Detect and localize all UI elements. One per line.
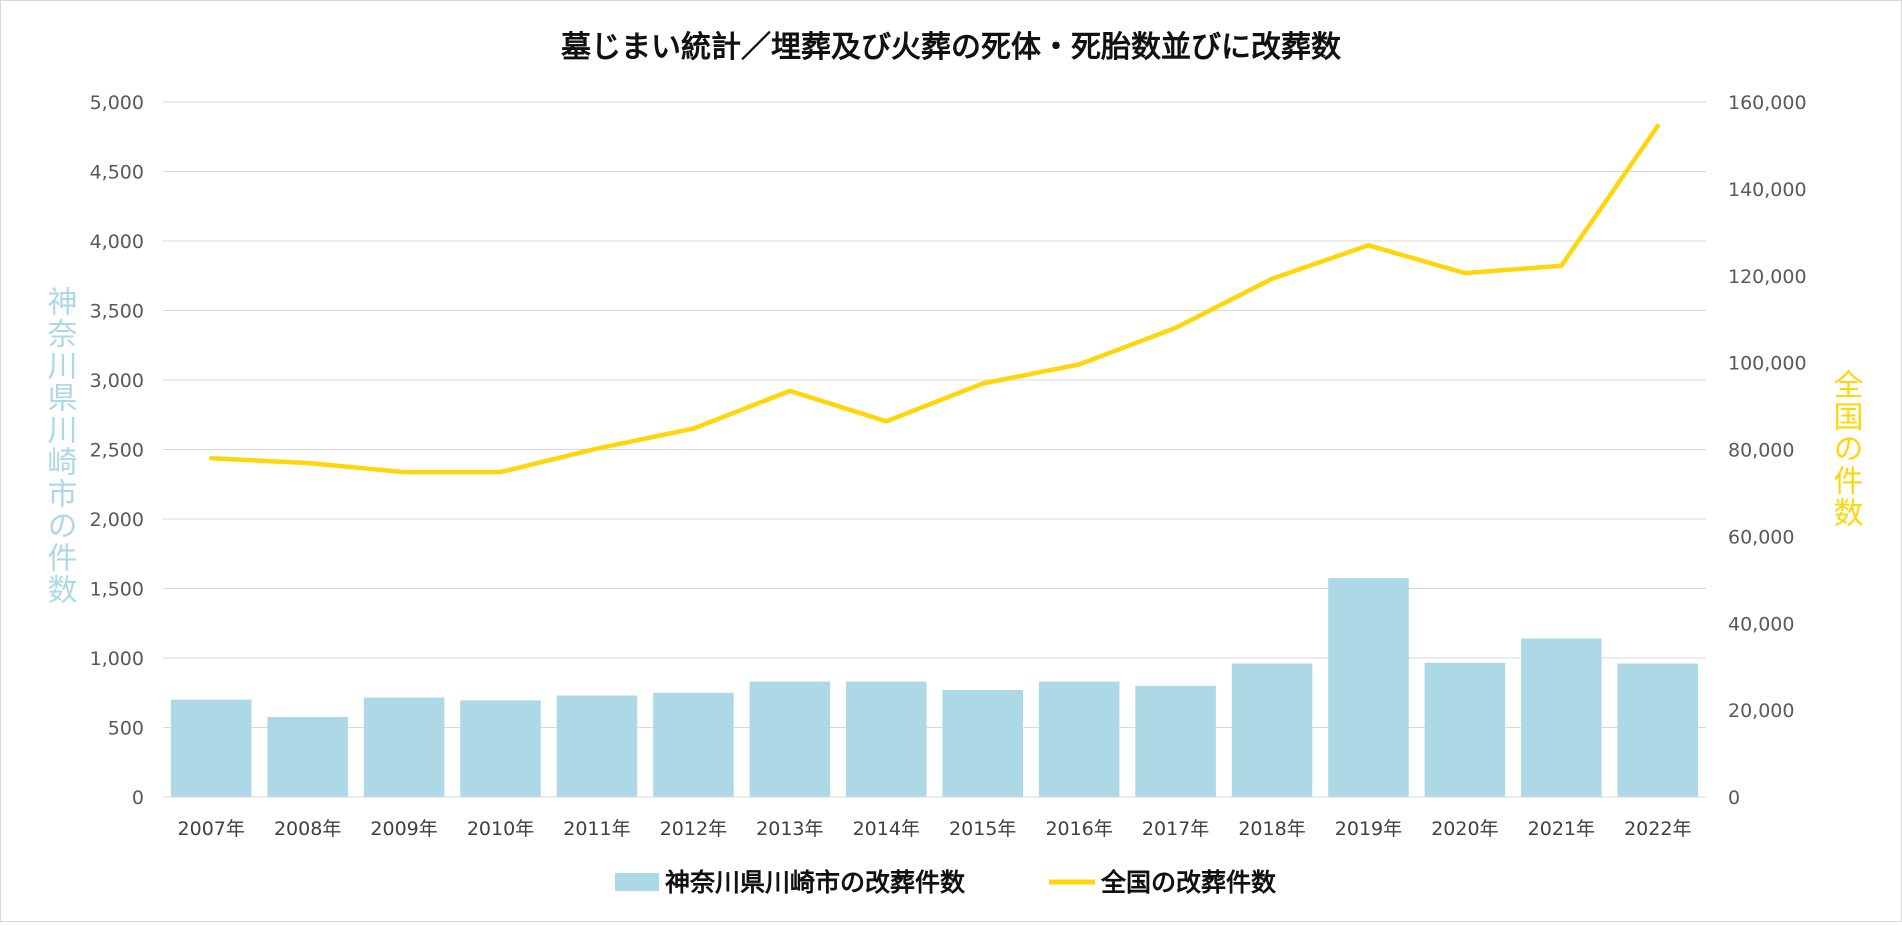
x-axis-ticks: 2007年 2008年 2009年 2010年 2011年 2012年 2013年 2014年… bbox=[163, 797, 1706, 840]
left-tick-label: 3,000 bbox=[90, 370, 144, 392]
right-axis-ticks: 0 20,000 40,000 60,000 80,000 100,000 120,000 1… bbox=[1728, 92, 1807, 809]
x-tick-label: 2008年 bbox=[274, 818, 341, 840]
bar bbox=[171, 700, 252, 797]
legend-label-bar: 神奈川県川崎市の改葬件数 bbox=[665, 868, 966, 897]
x-tick-label: 2017年 bbox=[1142, 818, 1209, 840]
bar bbox=[364, 698, 445, 797]
left-tick-label: 5,000 bbox=[90, 92, 144, 114]
left-tick-label: 2,500 bbox=[90, 440, 144, 462]
line-series bbox=[211, 126, 1658, 472]
bar bbox=[1618, 664, 1699, 797]
legend-label-line: 全国の改葬件数 bbox=[1100, 868, 1277, 897]
bar bbox=[1328, 578, 1409, 797]
right-tick-label: 80,000 bbox=[1728, 440, 1794, 462]
bar bbox=[653, 693, 734, 797]
bar bbox=[846, 682, 927, 797]
bar bbox=[267, 717, 348, 797]
left-tick-label: 0 bbox=[132, 787, 144, 809]
x-tick-label: 2020年 bbox=[1431, 818, 1498, 840]
right-tick-label: 20,000 bbox=[1728, 700, 1794, 722]
bar bbox=[1039, 682, 1120, 797]
bar bbox=[750, 682, 831, 797]
left-tick-label: 1,500 bbox=[90, 579, 144, 601]
bar bbox=[460, 700, 541, 797]
left-tick-label: 4,500 bbox=[90, 162, 144, 184]
bar bbox=[1425, 663, 1506, 797]
x-tick-label: 2009年 bbox=[370, 818, 437, 840]
x-tick-label: 2007年 bbox=[178, 818, 245, 840]
left-tick-label: 1,000 bbox=[90, 648, 144, 670]
legend-swatch-bar bbox=[615, 873, 659, 891]
left-tick-label: 2,000 bbox=[90, 509, 144, 531]
right-tick-label: 40,000 bbox=[1728, 613, 1794, 635]
legend: 神奈川県川崎市の改葬件数 全国の改葬件数 bbox=[615, 868, 1277, 897]
right-tick-label: 0 bbox=[1728, 787, 1740, 809]
bar-series bbox=[171, 578, 1698, 797]
right-tick-label: 100,000 bbox=[1728, 353, 1807, 375]
x-tick-label: 2019年 bbox=[1335, 818, 1402, 840]
x-tick-label: 2011年 bbox=[563, 818, 630, 840]
x-tick-label: 2010年 bbox=[467, 818, 534, 840]
left-tick-label: 500 bbox=[108, 718, 144, 740]
x-tick-label: 2016年 bbox=[1045, 818, 1112, 840]
left-axis-ticks: 0 500 1,000 1,500 2,000 2,500 3,000 3,500 4,000 4… bbox=[90, 92, 144, 809]
bar bbox=[942, 690, 1023, 797]
bar bbox=[1135, 686, 1216, 797]
right-axis-title: 全国の件数 bbox=[1828, 369, 1864, 529]
x-tick-label: 2014年 bbox=[853, 818, 920, 840]
right-tick-label: 160,000 bbox=[1728, 92, 1807, 114]
right-tick-label: 120,000 bbox=[1728, 266, 1807, 288]
bar bbox=[1232, 664, 1313, 797]
chart-title: 墓じまい統計／埋葬及び火葬の死体・死胎数並びに改葬数 bbox=[560, 30, 1342, 65]
x-tick-label: 2013年 bbox=[756, 818, 823, 840]
left-tick-label: 4,000 bbox=[90, 231, 144, 253]
x-tick-label: 2012年 bbox=[660, 818, 727, 840]
x-tick-label: 2022年 bbox=[1624, 818, 1691, 840]
bar bbox=[1521, 639, 1602, 797]
x-tick-label: 2021年 bbox=[1528, 818, 1595, 840]
left-tick-label: 3,500 bbox=[90, 301, 144, 323]
left-axis-title: 神奈川県川崎市の件数 bbox=[42, 286, 78, 606]
right-tick-label: 60,000 bbox=[1728, 526, 1794, 548]
line-path bbox=[211, 126, 1658, 472]
x-tick-label: 2015年 bbox=[949, 818, 1016, 840]
right-tick-label: 140,000 bbox=[1728, 179, 1807, 201]
bar bbox=[557, 696, 638, 797]
x-tick-label: 2018年 bbox=[1238, 818, 1305, 840]
